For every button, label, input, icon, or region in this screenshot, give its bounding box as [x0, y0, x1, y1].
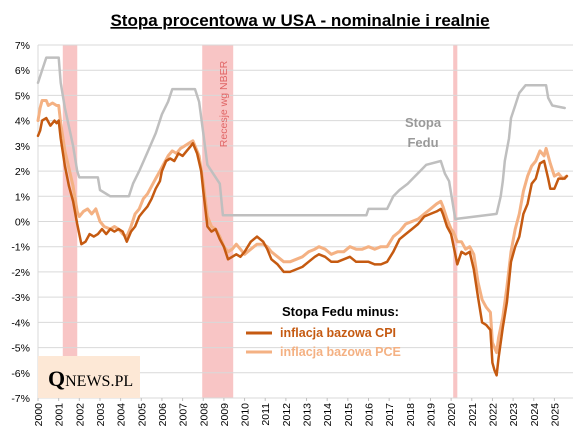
y-tick-label: -2%: [11, 267, 30, 279]
x-tick-label: 2023: [508, 403, 520, 427]
logo-background: [38, 356, 140, 398]
y-tick-label: 1%: [15, 191, 30, 203]
y-tick-label: 3%: [15, 141, 30, 153]
x-tick-label: 2019: [425, 403, 437, 427]
y-axis: 7% 6% 5% 4% 3% 2% 1% 0% -1% -2% -3% -4% -5% -6% -7%: [11, 40, 30, 405]
x-tick-label: 2013: [302, 403, 314, 427]
x-tick-label: 2022: [487, 403, 499, 427]
y-tick-label: 6%: [15, 65, 30, 77]
y-tick-label: -7%: [11, 393, 30, 405]
y-tick-label: 4%: [15, 116, 30, 128]
y-tick-label: 0%: [15, 217, 30, 229]
logo-text: QNEWS.PL: [48, 366, 133, 391]
x-tick-label: 2009: [219, 403, 231, 427]
legend-pce-label: inflacja bazowa PCE: [280, 345, 401, 359]
x-tick-label: 2020: [446, 403, 458, 427]
x-tick-label: 2018: [405, 403, 417, 427]
x-tick-label: 2004: [116, 403, 128, 427]
x-tick-label: 2017: [384, 403, 396, 427]
x-axis: 2000 2001 2002 2003 2004 2005 2006 2007 2008 2009…: [33, 398, 561, 426]
recession-label: Recesje wg NBER: [218, 60, 230, 147]
x-tick-label: 2012: [281, 403, 293, 427]
x-tick-label: 2024: [529, 403, 541, 427]
series-line-fed: [36, 56, 566, 221]
y-tick-label: -1%: [11, 242, 30, 254]
y-tick-label: 2%: [15, 166, 30, 178]
x-tick-label: 2002: [74, 403, 86, 427]
fed-annotation: Stopa Fedu: [405, 115, 442, 150]
y-tick-label: 5%: [15, 90, 30, 102]
y-tick-label: -5%: [11, 343, 30, 355]
chart-title: Stopa procentowa w USA - nominalnie i re…: [110, 11, 489, 30]
x-tick-label: 2005: [136, 403, 148, 427]
series-line-cpi: [36, 116, 569, 377]
y-tick-label: -6%: [11, 368, 30, 380]
x-tick-label: 2015: [343, 403, 355, 427]
x-tick-label: 2025: [549, 403, 561, 427]
y-tick-label: 7%: [15, 40, 30, 52]
y-tick-label: -4%: [11, 317, 30, 329]
x-tick-label: 2011: [260, 403, 272, 426]
x-tick-label: 2010: [240, 403, 252, 427]
series-layer: [36, 56, 569, 377]
legend-title: Stopa Fedu minus:: [282, 304, 399, 319]
x-tick-label: 2001: [54, 403, 66, 427]
y-tick-label: -3%: [11, 292, 30, 304]
x-tick-label: 2006: [157, 403, 169, 427]
logo: QNEWS.PL: [38, 356, 140, 398]
x-tick-label: 2014: [322, 403, 334, 427]
fed-annotation-line-2: Fedu: [407, 135, 438, 150]
x-tick-label: 2007: [178, 403, 190, 427]
x-tick-label: 2008: [198, 403, 210, 427]
x-tick-label: 2016: [364, 403, 376, 427]
legend: Stopa Fedu minus: inflacja bazowa CPI in…: [246, 304, 401, 359]
x-tick-label: 2000: [33, 403, 45, 427]
legend-cpi-label: inflacja bazowa CPI: [280, 326, 396, 340]
fed-annotation-line-1: Stopa: [405, 115, 442, 130]
x-tick-label: 2021: [467, 403, 479, 427]
x-tick-label: 2003: [95, 403, 107, 427]
